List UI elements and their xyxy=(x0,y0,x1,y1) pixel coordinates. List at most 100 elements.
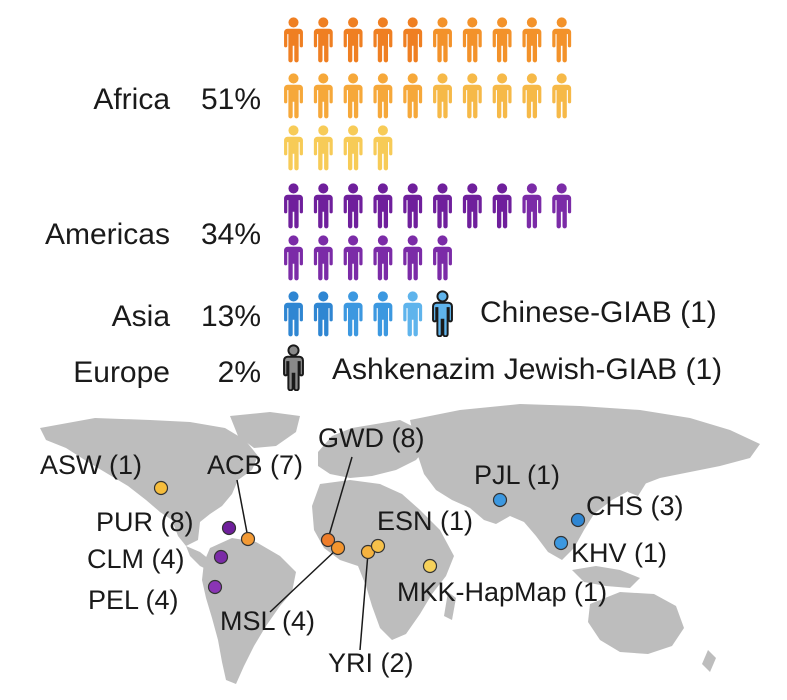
percent-label-americas: 34% xyxy=(201,218,261,251)
person-icon-americas xyxy=(373,183,393,229)
person-icon-americas xyxy=(403,235,423,281)
site-label-chs: CHS (3) xyxy=(586,491,684,521)
region-label-asia: Asia xyxy=(112,300,171,333)
land-se-asia-islands xyxy=(572,566,640,588)
person-icon-asia xyxy=(284,291,303,337)
person-icon-africa xyxy=(433,17,452,63)
region-label-europe: Europe xyxy=(73,356,170,389)
person-icon-africa xyxy=(403,17,423,63)
person-icon-africa xyxy=(313,17,333,63)
person-icon-africa xyxy=(284,17,303,63)
person-icon-africa xyxy=(343,125,363,171)
person-icon-africa xyxy=(343,73,363,119)
percent-label-africa: 51% xyxy=(201,83,261,116)
site-label-khv: KHV (1) xyxy=(571,538,667,568)
site-dot-acb xyxy=(240,531,256,547)
site-dot-chs xyxy=(570,512,586,528)
person-icon-americas xyxy=(433,183,452,229)
person-icon-asia xyxy=(373,291,393,337)
region-label-africa: Africa xyxy=(93,83,170,116)
leader-line-yri xyxy=(359,552,369,651)
site-dot-pur xyxy=(221,520,237,536)
person-icon-africa xyxy=(284,73,303,119)
land-new-zealand xyxy=(702,650,716,672)
person-icon-africa xyxy=(522,17,542,63)
person-icon-americas xyxy=(284,183,303,229)
site-dot-asw xyxy=(153,480,169,496)
site-dot-pjl xyxy=(492,492,508,508)
person-icon-americas xyxy=(462,183,482,229)
person-icon-asia xyxy=(343,291,363,337)
site-dot-khv xyxy=(553,535,569,551)
land-greenland xyxy=(230,412,300,448)
person-icon-africa xyxy=(403,73,423,119)
land-madagascar xyxy=(444,592,456,620)
person-icon-americas xyxy=(313,183,333,229)
leader-line-acb xyxy=(236,479,249,539)
site-label-gwd: GWD (8) xyxy=(318,423,424,453)
highlight-label-europe: Ashkenazim Jewish-GIAB (1) xyxy=(332,353,722,386)
land-north-america xyxy=(40,418,258,546)
person-icon-africa xyxy=(462,17,482,63)
percent-label-europe: 2% xyxy=(218,356,261,389)
person-icon-africa xyxy=(522,73,542,119)
person-icon-africa xyxy=(284,125,303,171)
site-label-asw: ASW (1) xyxy=(40,450,142,480)
person-icon-americas xyxy=(373,235,393,281)
person-icon-africa xyxy=(373,73,393,119)
leader-line-msl xyxy=(269,548,338,613)
land-europe xyxy=(318,420,428,478)
person-icon-asia xyxy=(403,291,423,337)
person-icon-asia-highlight xyxy=(432,290,453,337)
person-icon-americas xyxy=(522,183,542,229)
person-icon-africa xyxy=(373,125,393,171)
person-icon-africa xyxy=(373,17,393,63)
highlight-label-asia: Chinese-GIAB (1) xyxy=(480,296,717,329)
person-icon-africa xyxy=(313,73,333,119)
site-label-esn: ESN (1) xyxy=(377,506,473,536)
pictograph-layer: Africa 51% Americas 34% Asia 13% Europe … xyxy=(45,17,722,391)
person-icon-africa xyxy=(552,73,572,119)
site-dot-clm xyxy=(213,549,229,565)
site-label-pur: PUR (8) xyxy=(96,507,194,537)
site-dot-esn xyxy=(370,538,386,554)
site-dot-mkk xyxy=(422,558,438,574)
percent-label-asia: 13% xyxy=(201,300,261,333)
site-label-yri: YRI (2) xyxy=(328,648,414,678)
site-dot-pel xyxy=(207,579,223,595)
land-south-america xyxy=(202,538,296,684)
person-icon-americas xyxy=(433,235,452,281)
person-icon-americas xyxy=(313,235,333,281)
site-label-mkk: MKK-HapMap (1) xyxy=(397,577,607,607)
site-label-pel: PEL (4) xyxy=(88,585,179,615)
person-icon-europe-highlight xyxy=(283,344,304,391)
person-icon-americas xyxy=(492,183,512,229)
person-icon-africa xyxy=(552,17,572,63)
region-label-americas: Americas xyxy=(45,218,170,251)
person-icon-africa xyxy=(492,17,512,63)
land-africa xyxy=(312,480,454,640)
person-icon-americas xyxy=(403,183,423,229)
person-icon-africa xyxy=(313,125,333,171)
person-icon-africa xyxy=(433,73,452,119)
person-icon-africa xyxy=(492,73,512,119)
site-dot-gwd xyxy=(320,532,336,548)
person-icons xyxy=(283,17,572,391)
site-label-msl: MSL (4) xyxy=(220,606,315,636)
land-australia xyxy=(588,592,684,654)
site-label-clm: CLM (4) xyxy=(87,544,185,574)
person-icon-americas xyxy=(343,235,363,281)
leader-line-gwd xyxy=(327,456,353,540)
person-icon-americas xyxy=(343,183,363,229)
person-icon-asia xyxy=(313,291,333,337)
person-icon-africa xyxy=(462,73,482,119)
site-label-acb: ACB (7) xyxy=(207,450,303,480)
person-icon-africa xyxy=(343,17,363,63)
person-icon-americas xyxy=(552,183,572,229)
world-map: ASW (1) ACB (7) GWD (8) MSL (4) YRI (2) … xyxy=(40,404,760,684)
site-label-pjl: PJL (1) xyxy=(474,460,560,490)
land-japan xyxy=(628,470,648,496)
person-icon-americas xyxy=(284,235,303,281)
site-dot-msl xyxy=(330,540,346,556)
